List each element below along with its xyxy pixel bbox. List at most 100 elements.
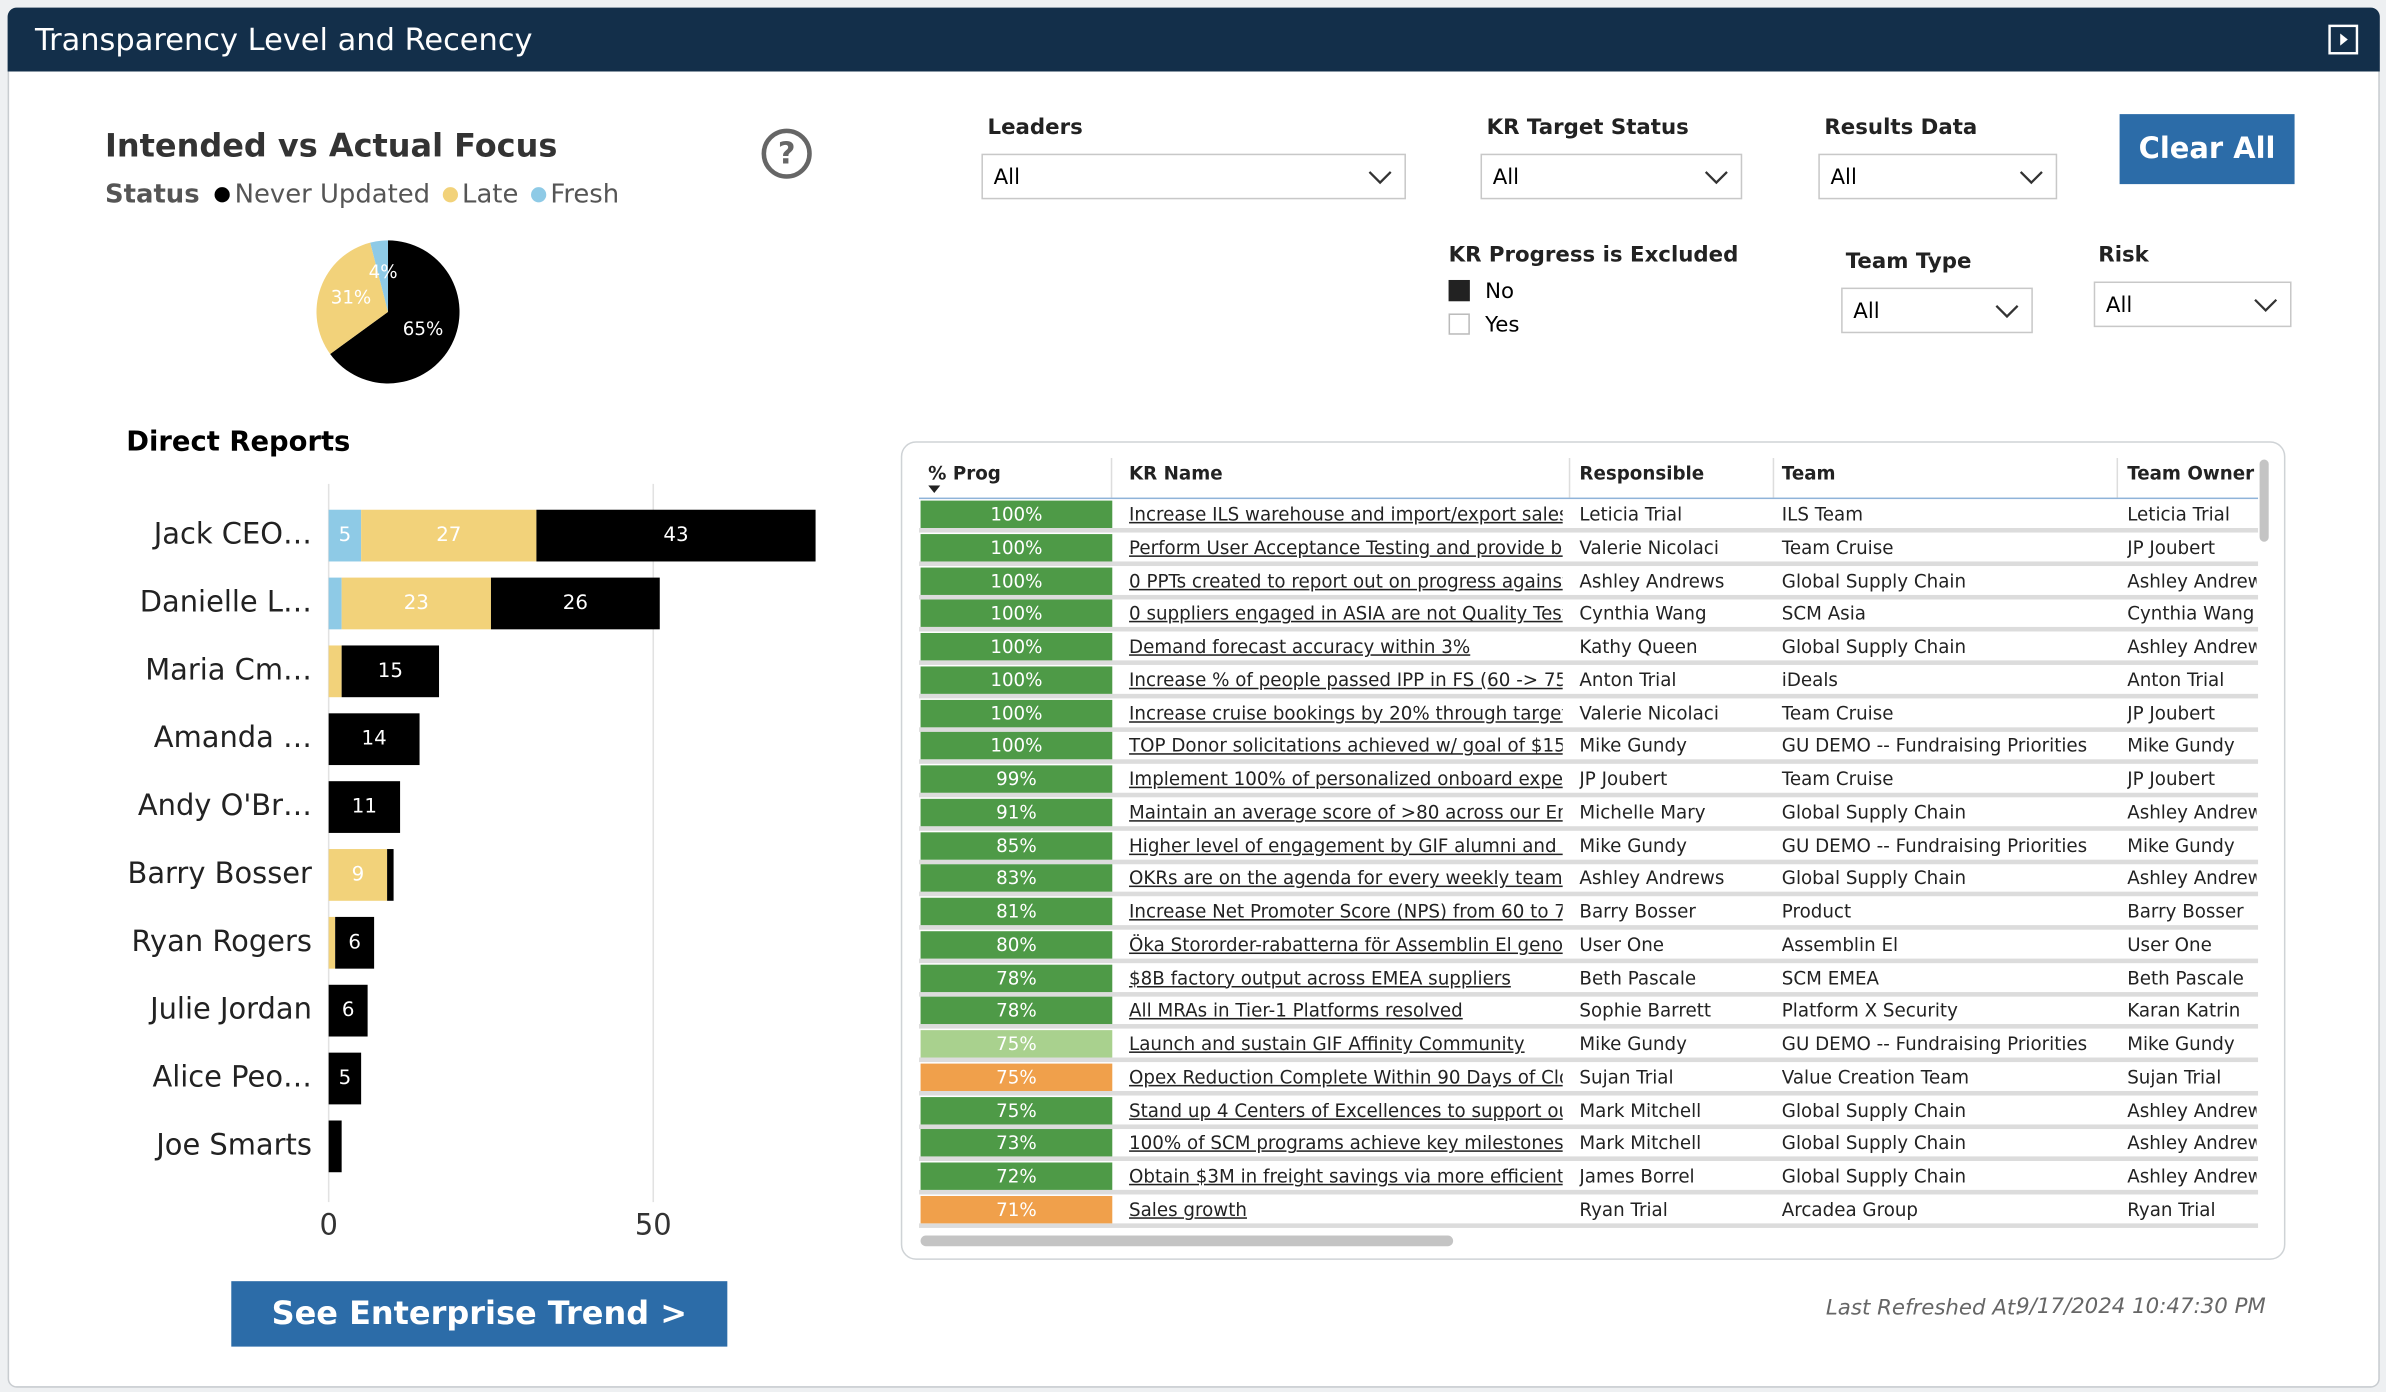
kr-link[interactable]: 100% of SCM programs achieve key milesto…	[1129, 1132, 1563, 1155]
x-tick-label: 50	[635, 1207, 672, 1241]
dropdown-value: All	[1492, 165, 1520, 191]
table-cell: Sophie Barrett	[1579, 1000, 1712, 1022]
row-separator	[919, 1090, 2259, 1096]
bar-segment	[536, 509, 816, 562]
bar-segment	[328, 1120, 342, 1173]
row-separator	[919, 1123, 2259, 1129]
kr-link[interactable]: Perform User Acceptance Testing and prov…	[1129, 536, 1563, 559]
progress-cell: 100%	[920, 500, 1113, 528]
bar-segment	[328, 849, 388, 901]
kr-link[interactable]: Launch and sustain GIF Affinity Communit…	[1129, 1033, 1525, 1055]
checkbox-option[interactable]: Yes	[1448, 313, 1520, 338]
table-cell: Arcadea Group	[1781, 1198, 1919, 1221]
bar-segment	[328, 713, 420, 766]
table-cell: GU DEMO -- Fundraising Priorities	[1781, 1033, 2088, 1055]
table-cell: Ashley Andrews	[2127, 569, 2256, 592]
table-cell: SCM EMEA	[1781, 967, 1880, 989]
bar-segment	[328, 984, 368, 1037]
kr-link[interactable]: 0 suppliers engaged in ASIA are not Qual…	[1129, 602, 1563, 625]
pie-label: 4%	[369, 262, 398, 283]
kr-link[interactable]: Stand up 4 Centers of Excellences to sup…	[1129, 1099, 1563, 1121]
table-cell: JP Joubert	[1579, 768, 1668, 790]
table-cell: Global Supply Chain	[1781, 1099, 1967, 1121]
table-cell: Michelle Mary	[1579, 801, 1706, 823]
y-tick-label: Danielle L…	[140, 584, 312, 618]
leaders-dropdown[interactable]: All	[981, 153, 1406, 200]
charts: 65% 31% 4% 0 50 Jack CEO… 5 27 43 Danielle L… 23 26…	[128, 240, 816, 1241]
kr-link[interactable]: Obtain $3M in freight savings via more e…	[1129, 1165, 1563, 1188]
kr-link[interactable]: TOP Donor solicitations achieved w/ goal…	[1129, 735, 1563, 757]
kr-link[interactable]: Implement 100% of personalized onboard e…	[1129, 768, 1563, 790]
kr-link[interactable]: All MRAs in Tier-1 Platforms resolved	[1129, 1000, 1463, 1022]
kr-link[interactable]: Increase cruise bookings by 20% through …	[1129, 702, 1563, 724]
clear-all-button[interactable]: Clear All	[2119, 114, 2295, 185]
kr-link[interactable]: Higher level of engagement by GIF alumni…	[1129, 834, 1563, 857]
table-cell: Karan Katrin	[2127, 1000, 2241, 1022]
progress-cell: 100%	[920, 732, 1113, 760]
progress-cell: 75%	[920, 1063, 1113, 1091]
enterprise-trend-button[interactable]: See Enterprise Trend >	[231, 1281, 728, 1347]
kr-target-status-dropdown[interactable]: All	[1480, 153, 1743, 200]
option-label: Yes	[1485, 313, 1520, 338]
risk-dropdown[interactable]: All	[2093, 281, 2292, 328]
kr-link[interactable]: Increase % of people passed IPP in FS (6…	[1129, 669, 1563, 691]
table-cell: Cynthia Wang	[2127, 602, 2255, 625]
progress-cell: 100%	[920, 599, 1113, 628]
dropdown-value: All	[1853, 299, 1880, 325]
y-tick-label: Julie Jordan	[148, 992, 312, 1026]
progress-cell: 85%	[920, 831, 1113, 860]
table-cell: Mike Gundy	[2127, 735, 2235, 757]
kr-link[interactable]: OKRs are on the agenda for every weekly …	[1129, 867, 1563, 890]
table-cell: Mark Mitchell	[1579, 1099, 1702, 1121]
kr-link[interactable]: 0 PPTs created to report out on progress…	[1129, 569, 1563, 592]
progress-cell: 75%	[920, 1096, 1113, 1124]
pie-title: Intended vs Actual Focus	[104, 127, 558, 165]
dropdown-value: All	[1830, 165, 1857, 191]
sort-indicator[interactable]	[928, 485, 941, 494]
legend-swatch	[530, 187, 546, 203]
kr-link[interactable]: Increase Net Promoter Score (NPS) from 6…	[1129, 900, 1563, 923]
table-cell: Beth Pascale	[2127, 967, 2244, 989]
row-separator	[919, 792, 2259, 798]
filter-label: Team Type	[1845, 249, 1972, 274]
table-cell: JP Joubert	[2127, 768, 2216, 790]
kr-link[interactable]: Sales growth	[1129, 1198, 1247, 1221]
checkbox-option[interactable]: No	[1448, 279, 1514, 304]
table-cell: Ryan Trial	[2127, 1198, 2216, 1221]
row-separator	[919, 925, 2259, 930]
v-scrollbar[interactable]	[2259, 459, 2269, 542]
kr-link[interactable]: $8B factory output across EMEA suppliers	[1129, 967, 1511, 989]
kr-link[interactable]: Increase ILS warehouse and import/export…	[1129, 503, 1563, 525]
bar-segment	[328, 781, 401, 833]
bar-segment	[328, 916, 336, 969]
row-separator	[919, 892, 2259, 897]
help-icon[interactable]: ?	[761, 128, 813, 180]
table-cell: Sujan Trial	[1579, 1066, 1674, 1088]
progress-cell: 78%	[920, 997, 1113, 1025]
table-cell: Anton Trial	[1579, 669, 1677, 691]
team-type-dropdown[interactable]: All	[1841, 287, 2033, 334]
table-cell: User One	[1579, 934, 1665, 956]
table-cell: Beth Pascale	[1579, 967, 1697, 989]
row-separator	[919, 1024, 2259, 1030]
table-cell: Team Cruise	[1781, 768, 1894, 790]
kr-link[interactable]: Maintain an average score of >80 across …	[1129, 801, 1563, 823]
table-cell: Mike Gundy	[1579, 735, 1687, 757]
legend-label: Fresh	[550, 179, 620, 210]
pie-slice	[330, 240, 460, 384]
results-data-dropdown[interactable]: All	[1818, 153, 2058, 200]
kr-link[interactable]: Öka Stororder-rabatterna för Assemblin E…	[1129, 934, 1563, 956]
header-underline	[919, 497, 2259, 500]
table-cell: JP Joubert	[2127, 702, 2216, 724]
focus-mode-icon[interactable]	[2328, 24, 2359, 55]
kr-link[interactable]: Demand forecast accuracy within 3%	[1129, 636, 1471, 658]
data-label: 6	[342, 998, 355, 1021]
row-separator	[919, 660, 2259, 665]
y-tick-label: Maria Cm…	[145, 652, 312, 686]
data-label: 11	[352, 795, 377, 818]
dropdown-value: All	[993, 165, 1021, 191]
kr-link[interactable]: Opex Reduction Complete Within 90 Days o…	[1129, 1066, 1563, 1088]
dropdown-value: All	[2105, 293, 2133, 319]
bar-segment	[490, 577, 660, 630]
h-scrollbar[interactable]	[920, 1235, 1454, 1247]
